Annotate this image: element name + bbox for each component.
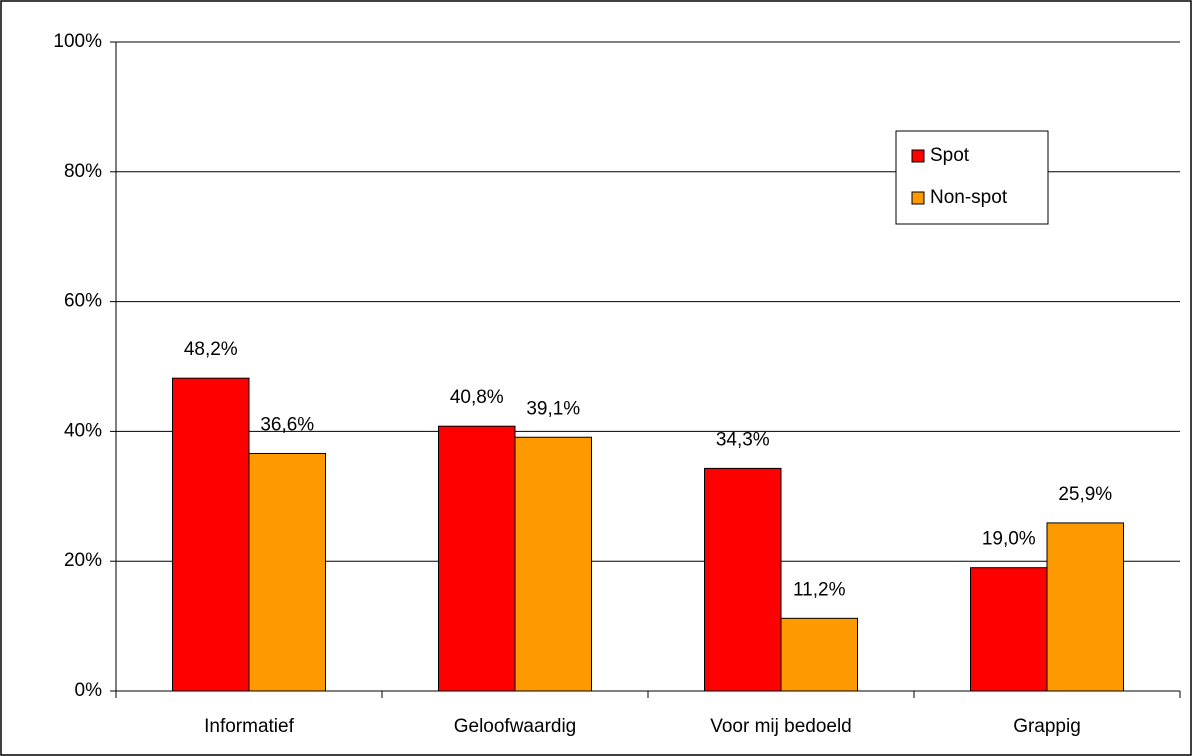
y-tick-label: 0% bbox=[75, 680, 103, 701]
legend-swatch bbox=[911, 149, 925, 163]
bar bbox=[970, 567, 1048, 692]
bar bbox=[438, 425, 516, 692]
y-tick-label: 40% bbox=[64, 420, 102, 441]
bar bbox=[704, 467, 782, 692]
bar bbox=[172, 377, 250, 692]
value-label: 39,1% bbox=[526, 398, 580, 419]
bar bbox=[780, 617, 858, 692]
y-tick-label: 60% bbox=[64, 291, 102, 312]
y-tick-label: 20% bbox=[64, 550, 102, 571]
value-label: 48,2% bbox=[184, 339, 238, 360]
value-label: 19,0% bbox=[982, 529, 1036, 550]
legend-box bbox=[895, 130, 1049, 225]
value-label: 40,8% bbox=[450, 387, 504, 408]
value-label: 11,2% bbox=[793, 579, 846, 600]
value-label: 34,3% bbox=[716, 429, 770, 450]
y-tick-label: 80% bbox=[64, 161, 102, 182]
legend-label: Spot bbox=[930, 145, 970, 166]
bar bbox=[1046, 522, 1124, 692]
x-tick-label: Voor mij bedoeld bbox=[710, 716, 852, 737]
x-tick-label: Grappig bbox=[1013, 716, 1081, 737]
value-label: 36,6% bbox=[260, 414, 314, 435]
legend-swatch bbox=[911, 191, 925, 205]
x-tick-label: Geloofwaardig bbox=[454, 716, 577, 737]
bar bbox=[514, 436, 592, 692]
bar bbox=[248, 452, 326, 692]
value-label: 25,9% bbox=[1058, 484, 1112, 505]
x-tick-label: Informatief bbox=[204, 716, 294, 737]
y-tick-label: 100% bbox=[53, 31, 102, 52]
legend-label: Non-spot bbox=[930, 187, 1008, 208]
